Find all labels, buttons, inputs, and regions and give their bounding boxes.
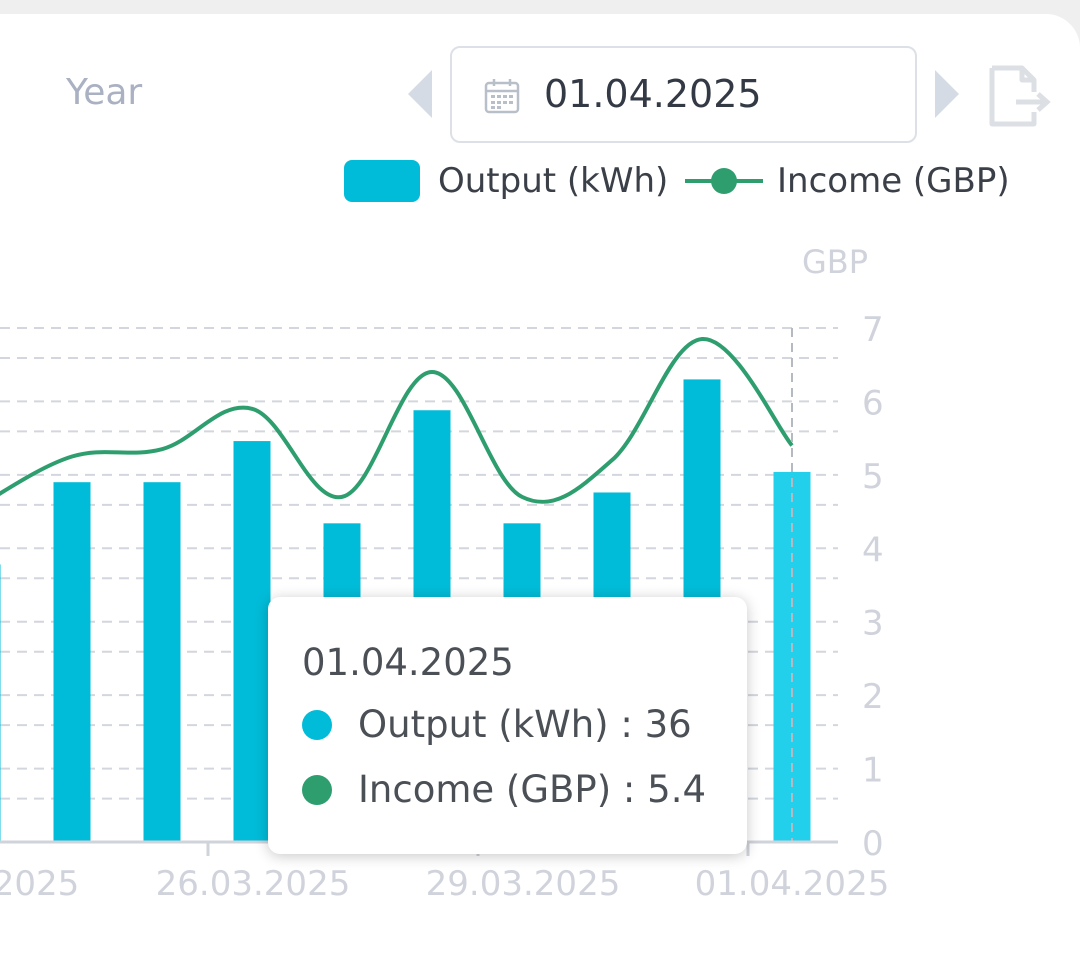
date-value: 01.04.2025: [544, 72, 762, 116]
tooltip-dot-output: [302, 709, 332, 740]
x-tick-label: 2025: [0, 864, 79, 904]
y2-tick-label: 3: [862, 604, 884, 644]
tab-year[interactable]: Year: [66, 72, 143, 113]
chart-tooltip: 01.04.2025 Output (kWh) 36 Income (GBP) …: [268, 597, 747, 854]
tooltip-row-income: Income (GBP) 5.4: [302, 768, 706, 811]
tooltip-dot-income: [302, 774, 332, 805]
bar-output[interactable]: [53, 482, 91, 842]
y2-axis-unit: GBP: [802, 243, 868, 281]
calendar-icon: [484, 79, 520, 114]
x-tick-label: 29.03.2025: [426, 864, 621, 904]
income-line: [0, 337, 794, 504]
y2-tick-label: 5: [862, 457, 884, 497]
export-icon[interactable]: [986, 64, 1054, 128]
legend-line-swatch: [685, 168, 763, 194]
y2-tick-label: 1: [862, 751, 884, 791]
tooltip-row-output: Output (kWh) 36: [302, 703, 692, 746]
x-tick-label: 01.04.2025: [695, 864, 890, 904]
tooltip-date: 01.04.2025: [302, 641, 514, 684]
bar-output[interactable]: [233, 441, 271, 842]
x-tick-label: 26.03.2025: [156, 864, 351, 904]
previous-date-arrow-icon[interactable]: [408, 70, 432, 118]
legend-label-income: Income (GBP): [777, 161, 1010, 201]
legend-bar-swatch: [344, 160, 420, 202]
y2-tick-label: 0: [862, 824, 884, 864]
tooltip-value-income: 5.4: [647, 768, 706, 811]
y2-tick-label: 4: [862, 530, 884, 570]
bar-output[interactable]: [0, 564, 1, 842]
tooltip-name-income: Income (GBP): [358, 768, 647, 811]
y2-tick-label: 2: [862, 677, 884, 717]
bar-output[interactable]: [143, 482, 181, 842]
date-picker[interactable]: 01.04.2025: [450, 46, 917, 143]
legend-label-output: Output (kWh): [438, 161, 669, 201]
legend-item-income[interactable]: Income (GBP): [685, 158, 1010, 204]
tooltip-name-output: Output (kWh): [358, 703, 645, 746]
chart-legend: Output (kWh) Income (GBP): [0, 158, 1080, 208]
y2-tick-label: 6: [862, 383, 884, 423]
tooltip-value-output: 36: [644, 703, 692, 746]
y2-tick-label: 7: [862, 310, 884, 350]
next-date-arrow-icon[interactable]: [935, 70, 959, 118]
legend-item-output[interactable]: Output (kWh): [344, 158, 668, 204]
